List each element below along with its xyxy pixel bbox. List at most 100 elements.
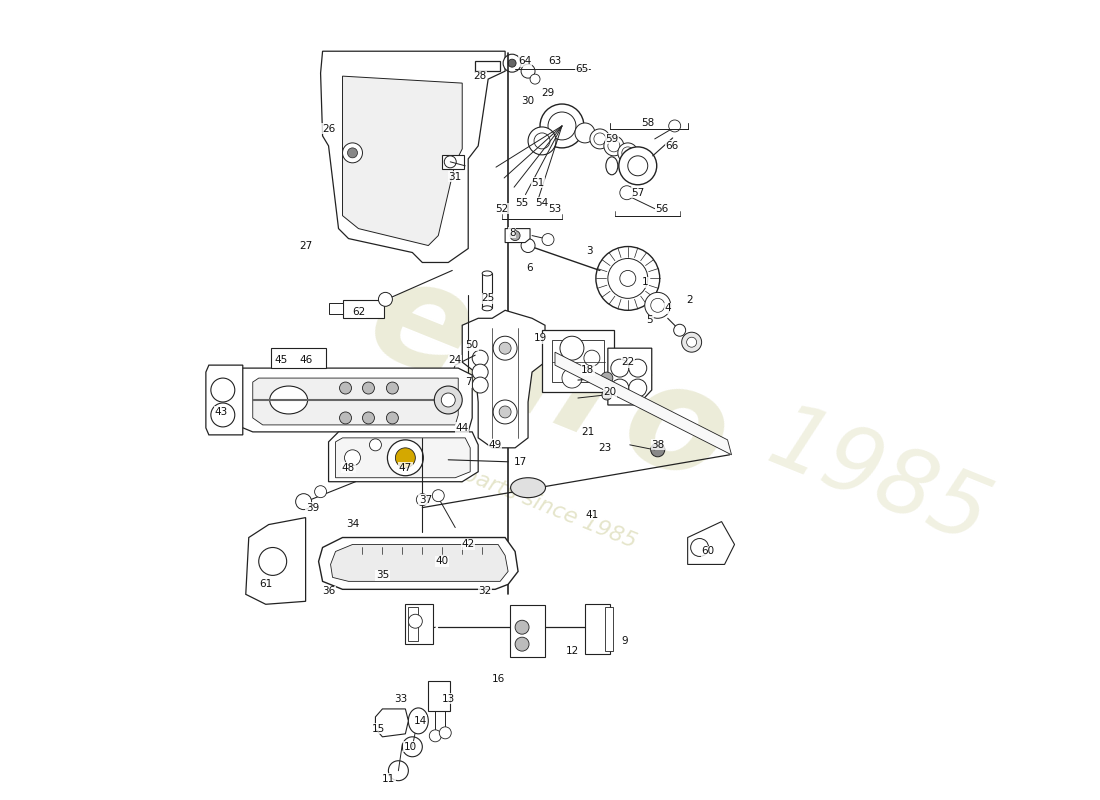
Circle shape [619, 186, 634, 200]
Circle shape [493, 336, 517, 360]
Circle shape [508, 59, 516, 67]
Polygon shape [505, 229, 530, 242]
Text: 66: 66 [666, 141, 679, 151]
Text: 19: 19 [534, 334, 547, 343]
Circle shape [584, 350, 600, 366]
Polygon shape [688, 522, 735, 565]
Text: 47: 47 [398, 462, 412, 473]
Bar [482, 274, 492, 308]
Ellipse shape [482, 271, 492, 276]
Circle shape [211, 403, 234, 427]
Circle shape [296, 494, 311, 510]
Polygon shape [319, 538, 518, 590]
Text: 44: 44 [455, 423, 469, 433]
Text: 37: 37 [419, 494, 432, 505]
Circle shape [340, 382, 352, 394]
Text: 42: 42 [462, 539, 475, 550]
Circle shape [651, 298, 664, 312]
Circle shape [629, 379, 647, 397]
Circle shape [590, 129, 609, 149]
Circle shape [472, 364, 488, 380]
Text: 27: 27 [299, 241, 312, 250]
Polygon shape [206, 365, 243, 435]
Text: 35: 35 [376, 570, 389, 580]
Polygon shape [331, 545, 508, 582]
Polygon shape [253, 378, 459, 425]
Text: a passion for parts since 1985: a passion for parts since 1985 [320, 407, 640, 552]
Polygon shape [336, 438, 470, 478]
Text: 54: 54 [536, 198, 549, 208]
Ellipse shape [270, 386, 308, 414]
Polygon shape [608, 348, 651, 405]
Circle shape [686, 338, 696, 347]
Circle shape [621, 147, 634, 159]
Text: 15: 15 [372, 724, 385, 734]
Text: 8: 8 [509, 227, 516, 238]
Text: 58: 58 [641, 118, 654, 128]
Circle shape [493, 400, 517, 424]
Circle shape [562, 368, 582, 388]
Text: 9: 9 [621, 636, 628, 646]
Polygon shape [556, 352, 732, 455]
Text: 51: 51 [531, 178, 544, 188]
Text: 6: 6 [527, 263, 534, 274]
Bar [442, 155, 464, 169]
Text: 11: 11 [382, 774, 395, 784]
Circle shape [472, 377, 488, 393]
Circle shape [645, 292, 671, 318]
Circle shape [521, 64, 535, 78]
Text: 49: 49 [488, 440, 502, 450]
Text: 31: 31 [449, 172, 462, 182]
Circle shape [548, 112, 576, 140]
Text: 7: 7 [465, 377, 472, 387]
Text: 45: 45 [274, 355, 287, 365]
Text: 56: 56 [656, 204, 669, 214]
Circle shape [608, 140, 619, 152]
Text: 29: 29 [541, 88, 554, 98]
Circle shape [601, 372, 613, 384]
Circle shape [344, 450, 361, 466]
Circle shape [315, 486, 327, 498]
Text: 17: 17 [514, 457, 527, 466]
Circle shape [395, 448, 416, 468]
Circle shape [408, 614, 422, 628]
Circle shape [258, 547, 287, 575]
Text: 24: 24 [449, 355, 462, 365]
Text: 26: 26 [322, 124, 335, 134]
Text: 4: 4 [664, 303, 671, 314]
Ellipse shape [408, 708, 428, 734]
Text: 1985: 1985 [757, 396, 1002, 563]
Circle shape [534, 133, 550, 149]
Text: 28: 28 [474, 71, 487, 81]
Text: 53: 53 [549, 204, 562, 214]
Text: 65: 65 [575, 64, 589, 74]
Text: 13: 13 [441, 694, 455, 704]
Polygon shape [320, 51, 505, 262]
Circle shape [370, 439, 382, 451]
Ellipse shape [510, 478, 546, 498]
Text: 43: 43 [214, 407, 228, 417]
Circle shape [682, 332, 702, 352]
Bar [552, 340, 604, 382]
Bar [542, 330, 614, 392]
Text: 59: 59 [605, 134, 618, 144]
Text: 36: 36 [322, 586, 335, 596]
Circle shape [575, 123, 595, 143]
Text: 25: 25 [482, 294, 495, 303]
Circle shape [386, 412, 398, 424]
Circle shape [602, 390, 612, 400]
Circle shape [472, 350, 488, 366]
Bar [329, 303, 342, 314]
Bar [510, 606, 544, 657]
Text: 52: 52 [495, 204, 508, 214]
Text: 39: 39 [306, 502, 319, 513]
Circle shape [342, 143, 363, 163]
Circle shape [515, 637, 529, 651]
Text: 3: 3 [586, 246, 593, 255]
Circle shape [403, 737, 422, 757]
Ellipse shape [606, 157, 618, 174]
Text: 2: 2 [686, 295, 693, 306]
Circle shape [596, 246, 660, 310]
Circle shape [619, 270, 636, 286]
Text: 57: 57 [631, 188, 645, 198]
